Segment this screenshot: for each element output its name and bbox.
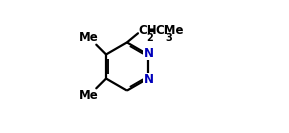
Text: CH: CH bbox=[139, 24, 157, 37]
Text: Me: Me bbox=[79, 89, 99, 102]
Text: CMe: CMe bbox=[155, 24, 184, 37]
Text: Me: Me bbox=[79, 31, 99, 44]
Text: N: N bbox=[143, 47, 153, 60]
Text: 3: 3 bbox=[165, 33, 172, 43]
Text: 2: 2 bbox=[146, 33, 153, 43]
Text: N: N bbox=[143, 73, 153, 86]
